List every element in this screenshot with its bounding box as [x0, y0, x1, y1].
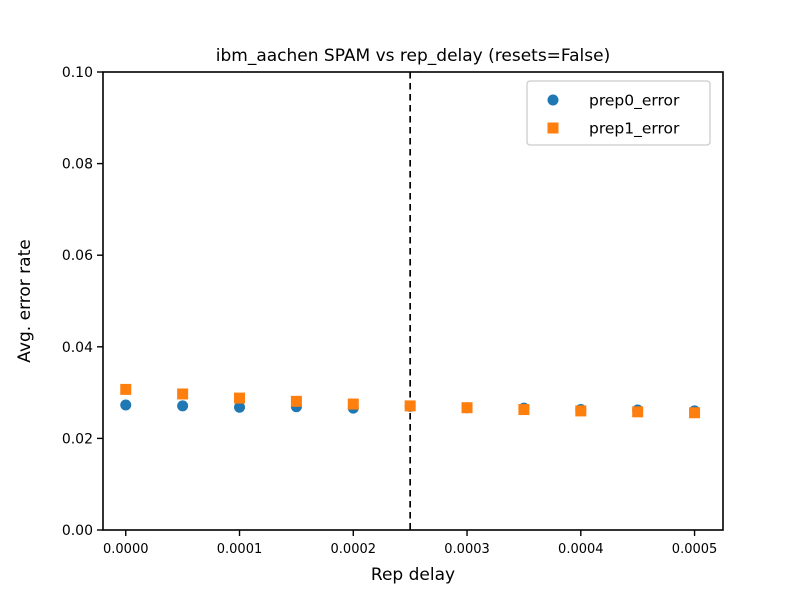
x-tick-label: 0.0004: [558, 542, 604, 557]
chart-dynamic-layer: 0.0000 0.0001 0.0002 0.0003 0.0004 0.0005 0.00…: [62, 65, 717, 557]
legend-entry-label: prep0_error: [589, 92, 680, 111]
y-tick-label: 0.04: [62, 340, 93, 356]
data-point-prep1_error: [120, 383, 132, 395]
data-point-prep0_error: [120, 399, 132, 411]
chart-title: ibm_aachen SPAM vs rep_delay (resets=Fal…: [216, 46, 610, 66]
legend-marker-circle-icon: [547, 94, 559, 106]
x-tick-label: 0.0005: [672, 542, 718, 557]
data-point-prep1_error: [461, 402, 473, 414]
y-tick-label: 0.08: [62, 157, 93, 173]
data-point-prep0_error: [177, 400, 189, 412]
y-tick-label: 0.00: [62, 523, 93, 539]
legend-marker-square-icon: [547, 122, 559, 134]
legend-entry-label: prep1_error: [589, 120, 680, 139]
data-point-prep1_error: [347, 398, 359, 410]
y-tick-label: 0.10: [62, 65, 93, 81]
data-point-prep0_error: [234, 401, 246, 413]
plot-area: [103, 72, 723, 530]
x-tick-label: 0.0001: [217, 542, 263, 557]
legend-box: [526, 80, 711, 146]
y-tick-label: 0.06: [62, 248, 93, 264]
data-point-prep1_error: [290, 395, 302, 407]
axes-spines: [102, 71, 724, 531]
y-axis-label: Avg. error rate: [15, 239, 35, 362]
x-axis-label: Rep delay: [371, 565, 455, 585]
data-point-prep1_error: [632, 406, 644, 418]
x-tick-label: 0.0003: [444, 542, 490, 557]
data-point-prep1_error: [234, 392, 246, 404]
y-tick-label: 0.02: [62, 431, 93, 447]
x-tick-label: 0.0002: [331, 542, 377, 557]
data-point-prep1_error: [689, 407, 701, 419]
data-point-prep1_error: [575, 405, 587, 417]
data-point-prep1_error: [518, 404, 530, 416]
x-tick-label: 0.0000: [103, 542, 149, 557]
data-point-prep1_error: [404, 400, 416, 412]
data-point-prep1_error: [177, 388, 189, 400]
